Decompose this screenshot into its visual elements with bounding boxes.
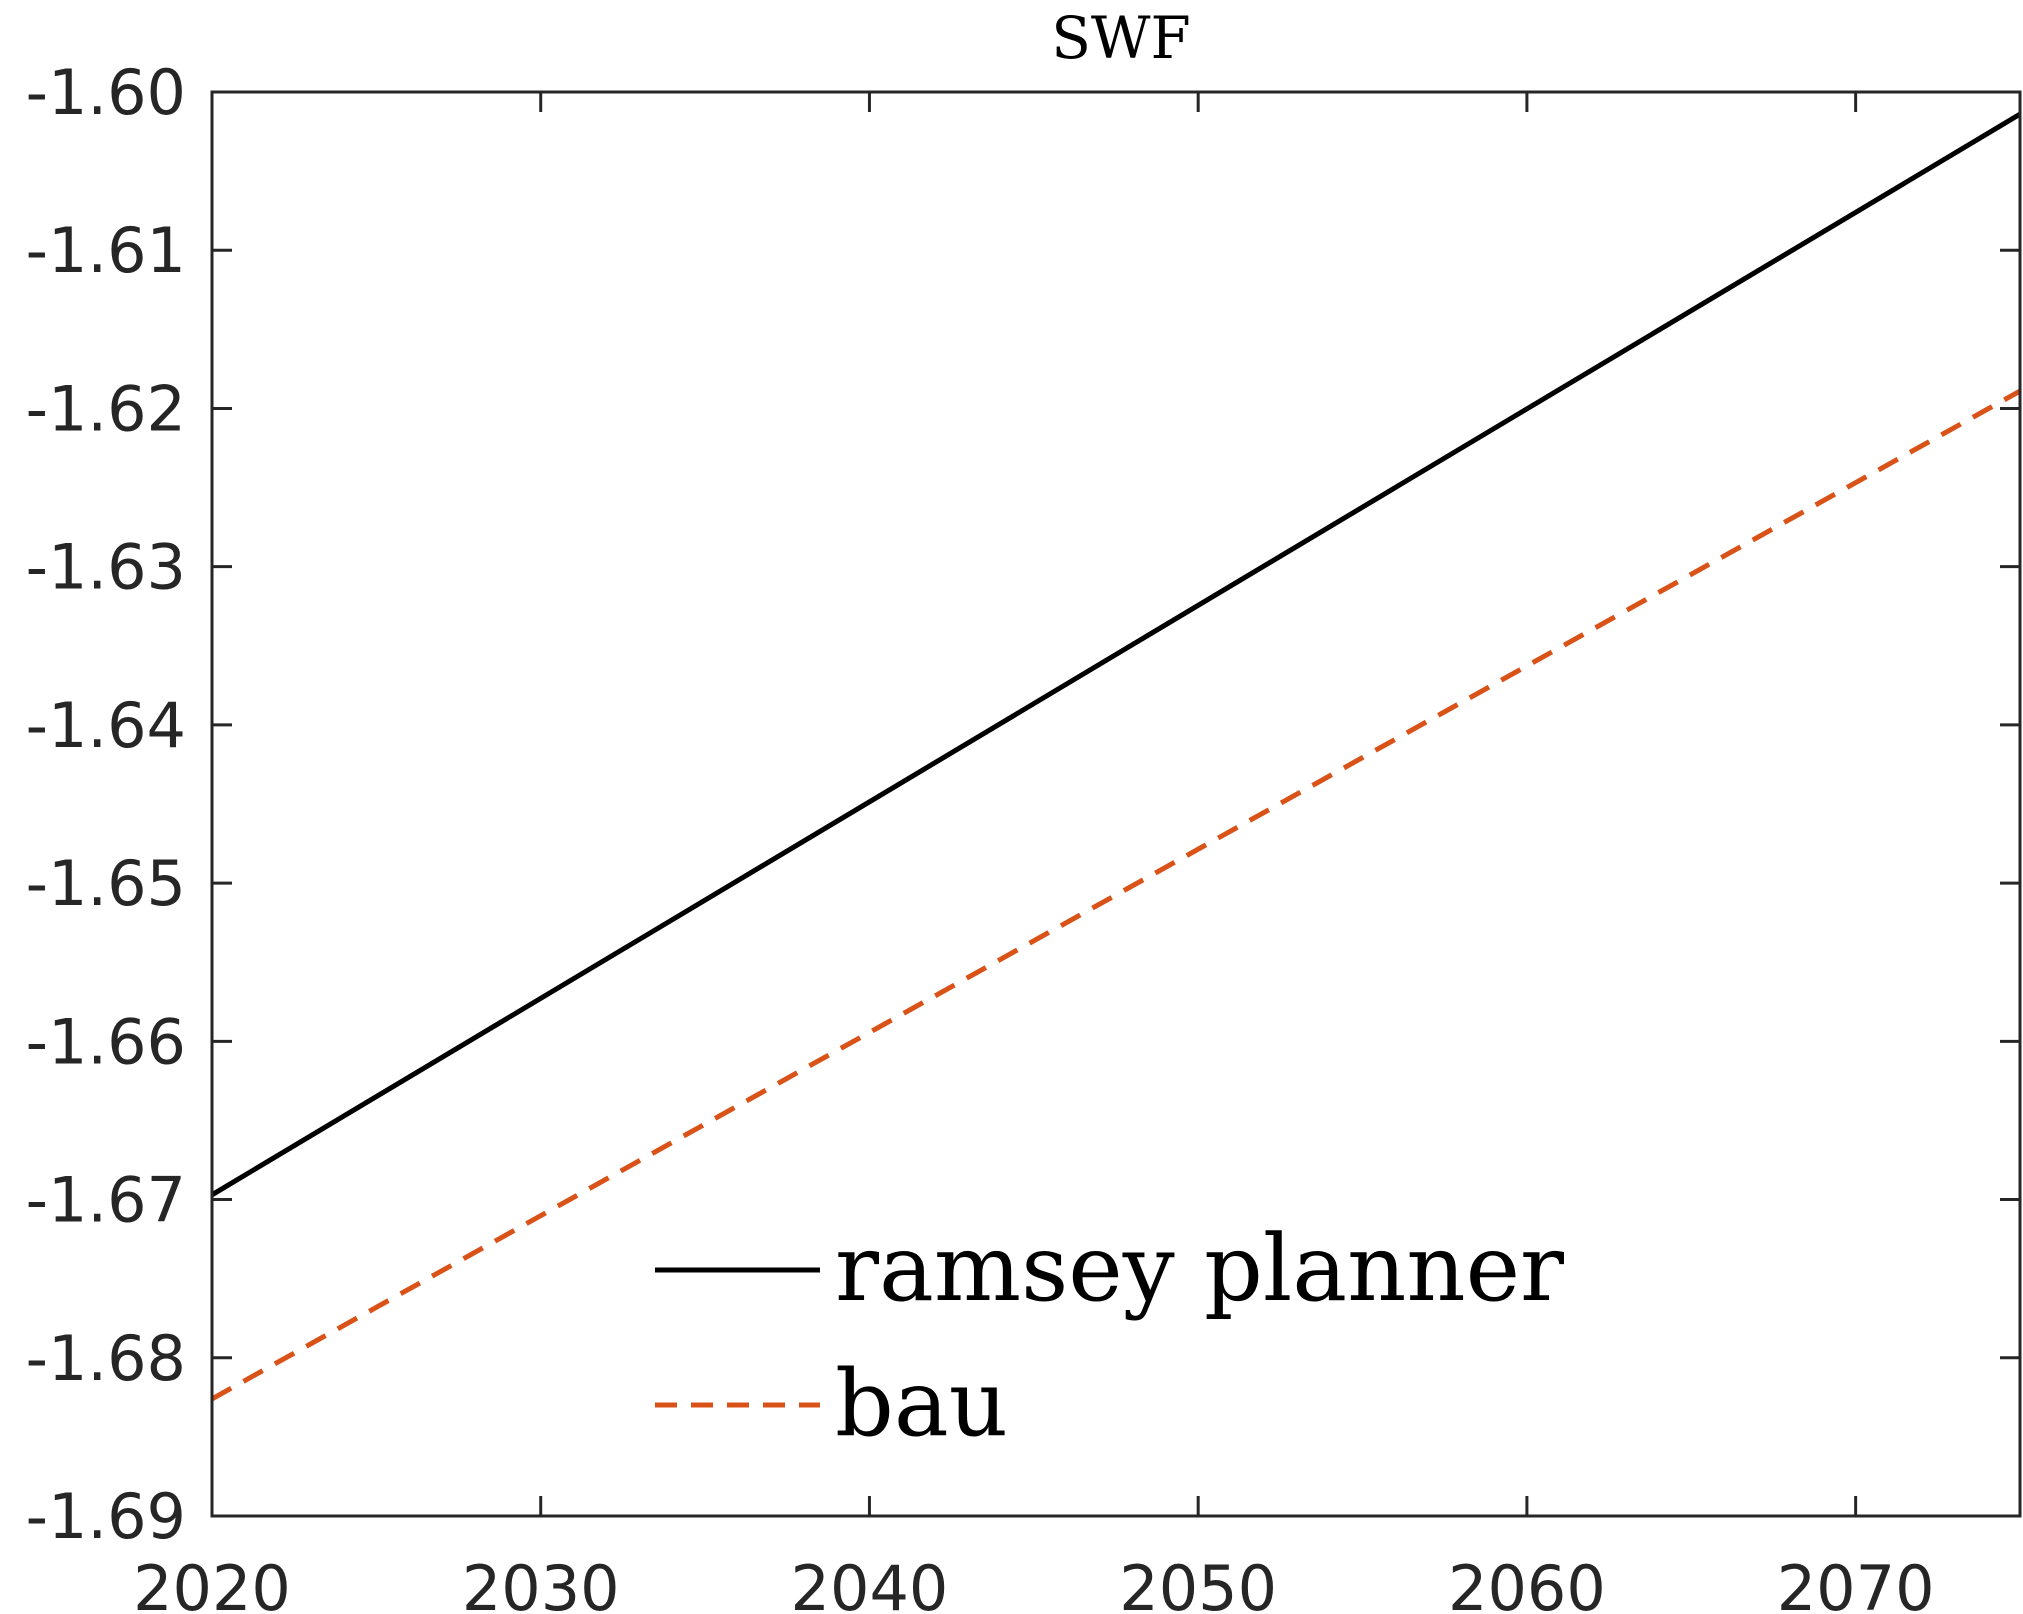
plot-frame: [210, 90, 2022, 1518]
y-tick-label: -1.65: [26, 847, 186, 920]
y-tick-label: -1.69: [26, 1480, 186, 1553]
series-layer: [210, 112, 2022, 1402]
ticks-layer: 2020 2030 2040 2050 2060 2070 -1.60 -1.61 -1.62 -…: [26, 56, 2020, 1614]
y-tick-label: -1.67: [26, 1164, 186, 1237]
y-tick-label: -1.64: [26, 689, 186, 762]
series-line-bau: [210, 388, 2022, 1402]
series-line-ramsey-planner: [210, 112, 2022, 1197]
y-tick-label: -1.62: [26, 372, 186, 445]
y-tick-label: -1.66: [26, 1005, 186, 1078]
x-tick-label: 2070: [1777, 1552, 1935, 1614]
y-tick-label: -1.61: [26, 214, 186, 287]
x-tick-label: 2020: [133, 1552, 291, 1614]
chart-title: SWF: [1051, 4, 1191, 72]
y-tick-label: -1.60: [26, 56, 186, 129]
y-tick-label: -1.63: [26, 531, 186, 604]
x-tick-label: 2050: [1119, 1552, 1277, 1614]
x-tick-label: 2060: [1448, 1552, 1606, 1614]
legend-label: ramsey planner: [835, 1215, 1564, 1322]
x-tick-label: 2040: [791, 1552, 949, 1614]
legend-label: bau: [835, 1350, 1008, 1457]
y-tick-label: -1.68: [26, 1322, 186, 1395]
x-tick-label: 2030: [462, 1552, 620, 1614]
legend: ramsey planner bau: [655, 1215, 1564, 1457]
